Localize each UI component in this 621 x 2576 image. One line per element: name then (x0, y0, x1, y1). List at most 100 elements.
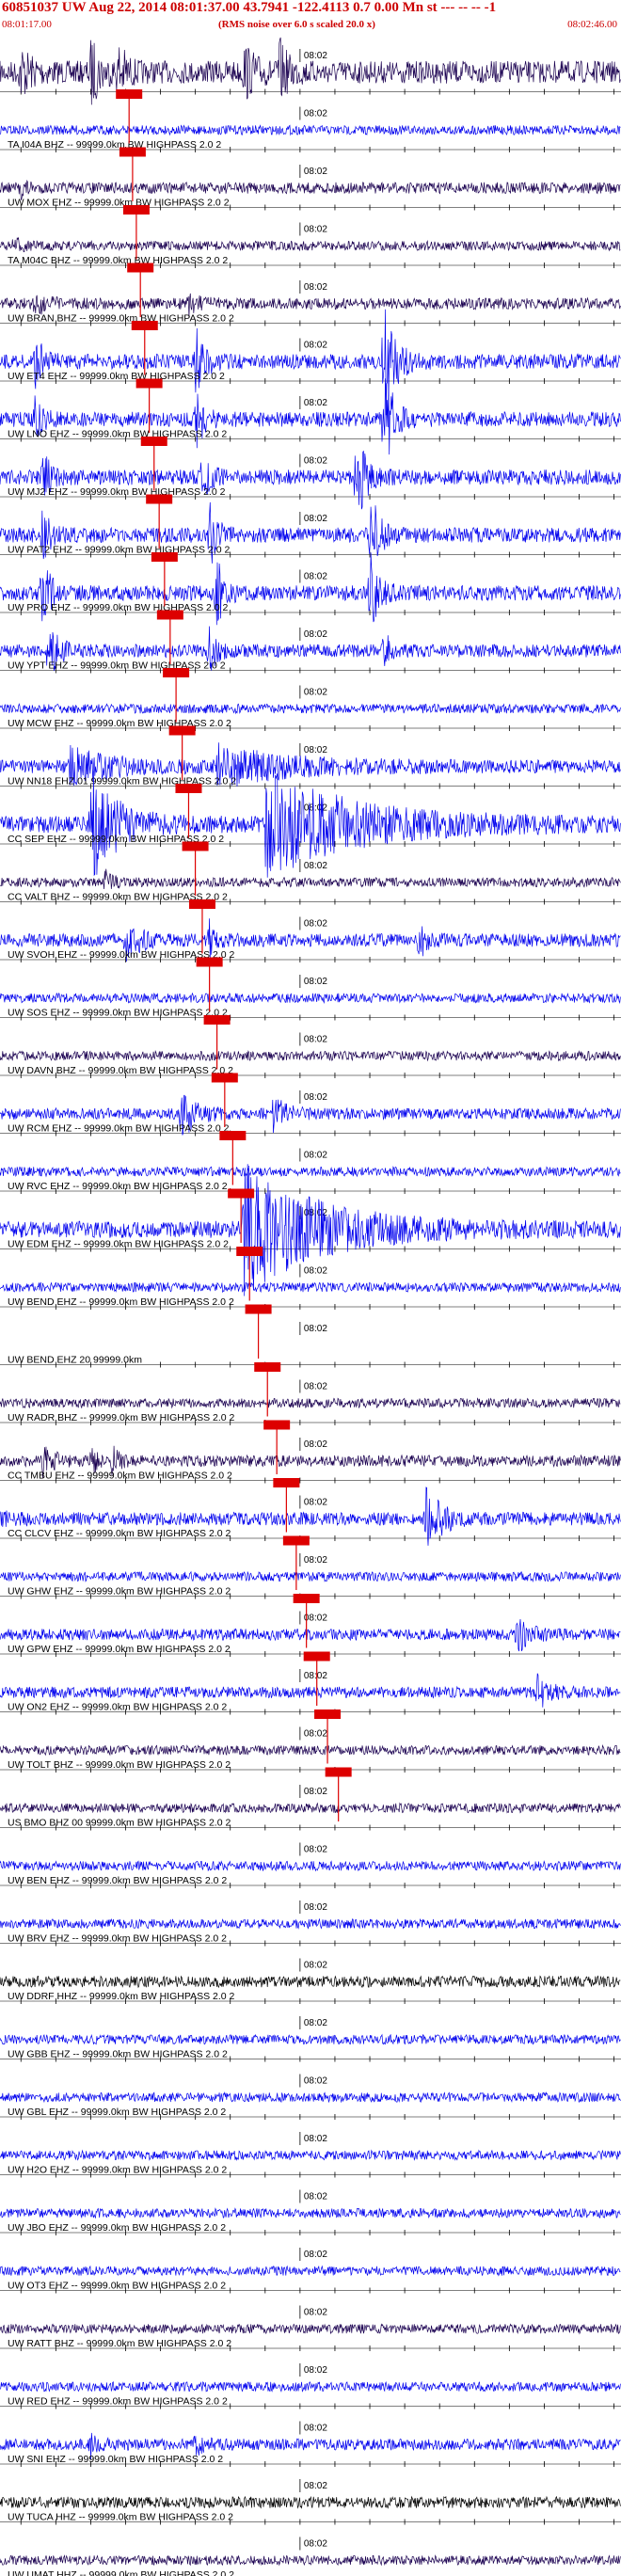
station-label: UW RVC EHZ -- 99999.0km BW HIGHPASS 2.0 … (8, 1181, 228, 1192)
trace-row: 08:02 UW OT3 EHZ -- 99999.0km BW HIGHPASS… (0, 2248, 621, 2294)
waveform (0, 451, 621, 510)
waveform (0, 1164, 621, 1296)
waveform (0, 2149, 621, 2161)
station-label: UW UMAT HHZ -- 99999.0km BW HIGHPASS 2.0… (8, 2569, 234, 2576)
trace-row: 08:02 UW RED EHZ -- 99999.0km BW HIGHPASS… (0, 2363, 621, 2409)
pick-marker (146, 494, 173, 504)
waveform (0, 124, 621, 136)
waveform (0, 1094, 621, 1136)
end-time-label: 08:02:46.00 (567, 19, 617, 30)
station-label: UW GPW EHZ -- 99999.0km BW HIGHPASS 2.0 … (8, 1644, 231, 1655)
trace-row: 08:02 TA M04C BHZ -- 99999.0km BW HIGHPAS… (0, 222, 621, 268)
waveform (0, 1049, 621, 1062)
rms-note: (RMS noise over 6.0 s scaled 20.0 x) (218, 19, 375, 30)
station-label: UW BRV EHZ -- 99999.0km BW HIGHPASS 2.0 … (8, 1933, 227, 1945)
waveform (0, 1618, 621, 1652)
waveform (0, 37, 621, 105)
pick-marker (196, 957, 223, 967)
waveform (0, 2323, 621, 2335)
trace-row: 08:02 UW YPT EHZ -- 99999.0km BW HIGHPASS… (0, 626, 621, 674)
station-label: UW RED EHZ -- 99999.0km BW HIGHPASS 2.0 … (8, 2396, 228, 2408)
station-label: UW RCM EHZ -- 99999.0km BW HIGHPASS 2.0 … (8, 1123, 230, 1135)
waveform (0, 918, 621, 962)
trace-row: 08:02 UW GBB EHZ -- 99999.0km BW HIGHPASS… (0, 2016, 621, 2062)
station-label: UW TUCA HHZ -- 99999.0km BW HIGHPASS 2.0… (8, 2512, 233, 2523)
station-label: UW YPT EHZ -- 99999.0km BW HIGHPASS 2.0 … (8, 660, 226, 672)
station-label: UW SNI EHZ -- 99999.0km BW HIGHPASS 2.0 … (8, 2454, 223, 2465)
trace-row: 08:02 CC TMBU EHZ -- 99999.0km BW HIGHPAS… (0, 1438, 621, 1484)
waveform (0, 2495, 621, 2510)
trace-row: 08:02 UW RCM EHZ -- 99999.0km BW HIGHPASS… (0, 1090, 621, 1137)
station-label: UW DDRF HHZ -- 99999.0km BW HIGHPASS 2.0… (8, 1991, 235, 2002)
pick-marker (282, 1535, 310, 1546)
waveform (0, 2380, 621, 2393)
pick-marker (168, 725, 196, 736)
trace-row: 08:02 UW GPW EHZ -- 99999.0km BW HIGHPASS… (0, 1611, 621, 1657)
start-time-label: 08:01:17.00 (2, 19, 52, 30)
trace-row: 08:02 UW TUCA HHZ -- 99999.0km BW HIGHPAS… (0, 2479, 621, 2525)
pick-marker (182, 841, 209, 851)
minute-marker-label: 08:02 (304, 1555, 327, 1566)
trace-row: 08:02 UW EDM EHZ -- 99999.0km BW HIGHPASS… (0, 1164, 621, 1296)
minute-marker-label: 08:02 (304, 398, 327, 408)
station-label: UW MOX EHZ -- 99999.0km BW HIGHPASS 2.0 … (8, 198, 230, 209)
trace-row: 08:02 UW RATT BHZ -- 99999.0km BW HIGHPAS… (0, 2305, 621, 2351)
minute-marker-label: 08:02 (304, 2365, 327, 2376)
trace-row: 08:02 UW DAVN BHZ -- 99999.0km BW HIGHPAS… (0, 1032, 621, 1078)
trace-row: 08:02 UW BEN EHZ -- 99999.0km BW HIGHPASS… (0, 1842, 621, 1888)
trace-row: 08:02 UW UMAT HHZ -- 99999.0km BW HIGHPAS… (0, 2536, 621, 2576)
minute-marker-label: 08:02 (304, 1324, 327, 1334)
minute-marker-label: 08:02 (304, 629, 327, 640)
station-label: UW NN18 EHZ 01 99999.0km BW HIGHPASS 2.0… (8, 776, 236, 787)
pick-marker (228, 1188, 255, 1199)
minute-marker-label: 08:02 (304, 341, 327, 351)
waveform (0, 1487, 621, 1546)
waveform (0, 1802, 621, 1814)
station-label: CC CLCV EHZ -- 99999.0km BW HIGHPASS 2.0… (8, 1528, 231, 1539)
trace-row: 08:02 UW MCW EHZ -- 99999.0km BW HIGHPASS… (0, 685, 621, 731)
minute-marker-label: 08:02 (304, 2134, 327, 2144)
pick-marker (156, 610, 183, 620)
waveform (0, 2554, 621, 2567)
station-label: UW BEND EHZ -- 99999.0km BW HIGHPASS 2.0… (8, 1296, 234, 1308)
minute-marker-label: 08:02 (304, 225, 327, 235)
trace-row: 08:02 UW LNO EHZ -- 99999.0km BW HIGHPASS… (0, 378, 621, 455)
pick-marker (263, 1420, 291, 1430)
minute-marker-label: 08:02 (304, 1498, 327, 1508)
waveform (0, 1975, 621, 1989)
pick-marker (119, 147, 146, 157)
station-label: UW ET4 EHZ -- 99999.0km BW HIGHPASS 2.0 … (8, 371, 225, 382)
station-label: UW PRO EHZ -- 99999.0km BW HIGHPASS 2.0 … (8, 602, 229, 613)
station-label: UW DAVN BHZ -- 99999.0km BW HIGHPASS 2.0… (8, 1065, 233, 1076)
pick-marker (254, 1362, 281, 1372)
trace-row: 08:02 UW H2O EHZ -- 99999.0km BW HIGHPASS… (0, 2132, 621, 2178)
minute-marker-label: 08:02 (304, 514, 327, 524)
station-label: UW MCW EHZ -- 99999.0km BW HIGHPASS 2.0 … (8, 718, 231, 729)
trace-row: 08:02 UW BEND EHZ -- 99999.0km BW HIGHPAS… (0, 1264, 621, 1310)
minute-marker-label: 08:02 (304, 2192, 327, 2202)
trace-row: 08:02 UW GHW EHZ -- 99999.0km BW HIGHPASS… (0, 1553, 621, 1599)
station-label: UW OT3 EHZ -- 99999.0km BW HIGHPASS 2.0 … (8, 2281, 226, 2292)
waveform (0, 2207, 621, 2219)
pick-marker (151, 552, 178, 562)
station-label: UW ON2 EHZ -- 99999.0km BW HIGHPASS 2.0 … (8, 1702, 227, 1713)
station-label: CC VALT BHZ -- 99999.0km BW HIGHPASS 2.0… (8, 892, 228, 903)
station-label: UW H2O EHZ -- 99999.0km BW HIGHPASS 2.0 … (8, 2165, 227, 2176)
minute-marker-label: 08:02 (304, 919, 327, 930)
minute-marker-label: 08:02 (304, 1439, 327, 1450)
waveform (0, 1917, 621, 1930)
trace-row: 08:02 UW SVOH EHZ -- 99999.0km BW HIGHPAS… (0, 916, 621, 962)
pick-marker (273, 1478, 300, 1487)
pick-marker (116, 89, 143, 99)
waveform (0, 501, 621, 564)
waveform (0, 1570, 621, 1583)
pick-marker (211, 1073, 238, 1083)
pick-marker (314, 1709, 342, 1719)
trace-row: 08:02 US BMO BHZ 00 99999.0km BW HIGHPASS… (0, 1785, 621, 1831)
minute-marker-label: 08:02 (304, 1151, 327, 1161)
minute-marker-label: 08:02 (304, 861, 327, 871)
pick-marker (127, 262, 154, 273)
pick-marker (131, 321, 158, 330)
pick-marker (203, 1015, 231, 1025)
waveform (0, 2033, 621, 2045)
